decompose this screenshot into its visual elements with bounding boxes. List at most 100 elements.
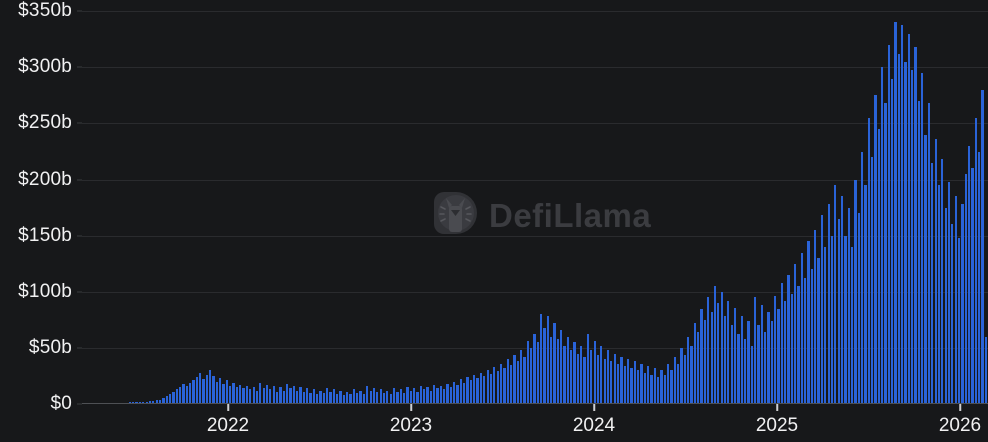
bar[interactable]: [981, 89, 984, 404]
bar[interactable]: [787, 274, 790, 404]
bar[interactable]: [155, 400, 158, 404]
bar[interactable]: [927, 103, 931, 404]
bar[interactable]: [295, 390, 299, 404]
bar[interactable]: [700, 308, 703, 404]
bar[interactable]: [229, 386, 232, 404]
bar[interactable]: [864, 185, 867, 404]
bar[interactable]: [483, 375, 486, 404]
bar[interactable]: [302, 391, 305, 404]
bar[interactable]: [924, 134, 927, 404]
bar[interactable]: [951, 224, 954, 404]
bar[interactable]: [489, 373, 493, 404]
bar[interactable]: [964, 173, 967, 404]
bar[interactable]: [640, 363, 643, 404]
bar[interactable]: [479, 372, 483, 404]
bar[interactable]: [941, 159, 944, 404]
bar[interactable]: [857, 213, 860, 404]
bar[interactable]: [396, 391, 399, 404]
bar[interactable]: [399, 389, 402, 404]
bar[interactable]: [389, 393, 392, 404]
bar[interactable]: [205, 374, 208, 404]
bar[interactable]: [687, 336, 690, 404]
bar[interactable]: [967, 145, 971, 404]
bar[interactable]: [653, 368, 656, 404]
bar[interactable]: [299, 387, 302, 404]
bar[interactable]: [737, 334, 740, 404]
bar[interactable]: [275, 391, 279, 404]
bar[interactable]: [242, 388, 245, 404]
bar[interactable]: [797, 286, 800, 404]
bar[interactable]: [279, 387, 282, 404]
bar[interactable]: [620, 356, 623, 404]
bar[interactable]: [329, 391, 332, 404]
bar[interactable]: [576, 353, 580, 404]
bar[interactable]: [747, 320, 750, 404]
bar[interactable]: [710, 311, 713, 404]
bar[interactable]: [643, 372, 646, 404]
bar[interactable]: [934, 139, 937, 404]
bar[interactable]: [840, 196, 844, 404]
bar[interactable]: [285, 383, 289, 404]
bar[interactable]: [473, 374, 476, 404]
bar[interactable]: [192, 380, 195, 404]
bar[interactable]: [209, 370, 212, 404]
bar[interactable]: [837, 218, 840, 404]
bar[interactable]: [657, 377, 660, 404]
bar[interactable]: [626, 359, 630, 404]
bar[interactable]: [593, 341, 596, 404]
bar[interactable]: [506, 359, 509, 404]
bar[interactable]: [526, 341, 529, 404]
bar[interactable]: [222, 383, 225, 404]
bar[interactable]: [195, 377, 198, 404]
bar[interactable]: [162, 398, 165, 404]
bar[interactable]: [907, 33, 911, 404]
bar[interactable]: [824, 246, 827, 404]
bar[interactable]: [971, 168, 974, 404]
bar[interactable]: [830, 235, 834, 404]
bar[interactable]: [486, 370, 489, 404]
bar[interactable]: [379, 389, 382, 404]
bar[interactable]: [874, 95, 877, 404]
bar[interactable]: [800, 252, 804, 404]
bar[interactable]: [433, 384, 436, 404]
bar[interactable]: [860, 151, 864, 404]
bar[interactable]: [720, 291, 723, 404]
bar[interactable]: [790, 294, 794, 404]
bar[interactable]: [359, 390, 362, 404]
bar[interactable]: [610, 361, 613, 404]
bar[interactable]: [817, 258, 820, 404]
bar[interactable]: [519, 350, 523, 404]
bar[interactable]: [590, 350, 593, 404]
bar[interactable]: [580, 345, 583, 404]
bar[interactable]: [957, 237, 961, 404]
bar[interactable]: [289, 388, 292, 404]
bar[interactable]: [650, 374, 653, 404]
bar[interactable]: [185, 386, 188, 404]
bar[interactable]: [770, 320, 773, 404]
bar[interactable]: [436, 388, 439, 404]
bar[interactable]: [352, 389, 356, 404]
bar[interactable]: [663, 374, 666, 404]
bar[interactable]: [713, 286, 717, 404]
bar[interactable]: [188, 382, 192, 404]
bar[interactable]: [282, 390, 285, 404]
bar[interactable]: [560, 329, 563, 404]
bar[interactable]: [202, 379, 205, 404]
bar[interactable]: [312, 389, 315, 404]
bar[interactable]: [947, 181, 951, 404]
bar[interactable]: [660, 370, 663, 404]
bar[interactable]: [884, 103, 887, 404]
bar[interactable]: [356, 392, 359, 404]
bar[interactable]: [412, 388, 416, 404]
bar[interactable]: [175, 389, 178, 404]
bar[interactable]: [493, 366, 496, 404]
bar[interactable]: [633, 361, 636, 404]
bar[interactable]: [409, 390, 412, 404]
bar[interactable]: [225, 380, 229, 404]
bar[interactable]: [416, 391, 419, 404]
bar[interactable]: [667, 363, 670, 404]
bar[interactable]: [570, 350, 573, 404]
bar[interactable]: [265, 384, 269, 404]
bar[interactable]: [740, 316, 743, 404]
bar[interactable]: [336, 393, 339, 404]
